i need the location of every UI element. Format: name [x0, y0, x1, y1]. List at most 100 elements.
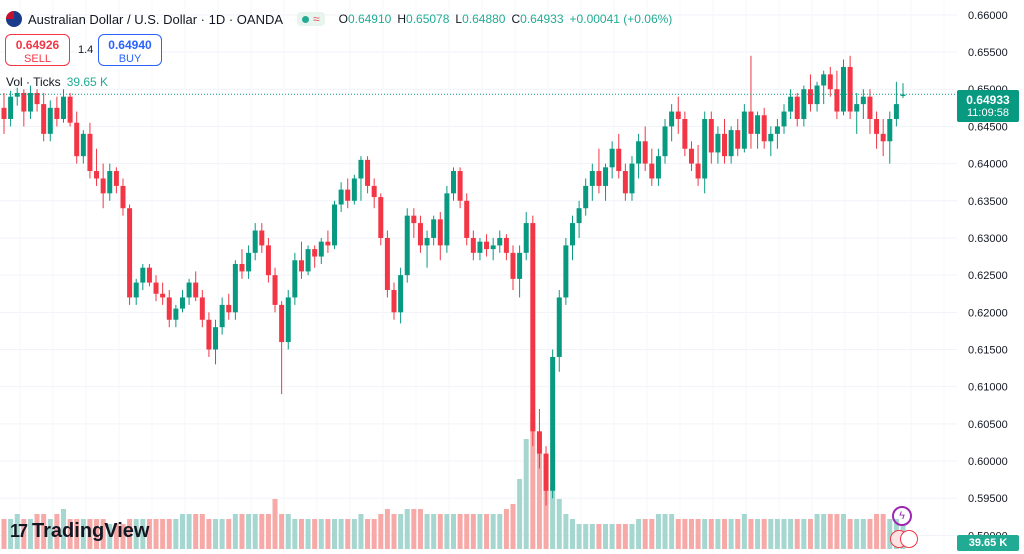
- volume-bar: [338, 519, 344, 549]
- volume-bar: [417, 509, 423, 549]
- volume-bar: [127, 519, 133, 549]
- brand-name: TradingView: [32, 520, 150, 542]
- volume-bar: [629, 524, 635, 549]
- candle-body: [14, 92, 20, 97]
- volume-bar: [556, 499, 562, 549]
- high-value: 0.65078: [406, 12, 450, 26]
- candle-body: [1, 107, 7, 119]
- candle-body: [87, 133, 93, 172]
- volume-bar: [239, 514, 245, 549]
- volume-bar: [259, 514, 265, 549]
- volume-bar: [292, 519, 298, 549]
- price-tick-label: 0.63000: [968, 233, 1008, 245]
- volume-bar: [431, 514, 437, 549]
- volume-bar: [695, 519, 701, 549]
- volume-bar: [206, 519, 212, 549]
- volume-bar: [312, 519, 318, 549]
- volume-bar: [305, 519, 311, 549]
- volume-bar: [193, 514, 199, 549]
- symbol-title[interactable]: Australian Dollar / U.S. Dollar · 1D · O…: [28, 11, 284, 27]
- volume-bar: [107, 524, 113, 549]
- low-value: 0.64880: [462, 12, 506, 26]
- candle-body: [497, 237, 503, 246]
- volume-bar: [774, 519, 780, 549]
- candle-body: [569, 223, 575, 246]
- sell-label: SELL: [24, 53, 51, 65]
- candle-body: [345, 189, 351, 201]
- candlesticks: [1, 55, 906, 506]
- sell-price: 0.64926: [15, 38, 60, 52]
- volume-bar: [649, 519, 655, 549]
- candle-body: [173, 308, 179, 320]
- volume-bar: [252, 514, 258, 549]
- market-open-dot-icon: [302, 15, 310, 23]
- candle-body: [325, 241, 331, 246]
- volume-bar: [616, 524, 622, 549]
- candle-body: [27, 92, 33, 112]
- candle-body: [774, 126, 780, 134]
- us-flag-icon[interactable]: [890, 528, 920, 548]
- candle-body: [662, 126, 668, 157]
- volume-bar: [265, 514, 271, 549]
- volume-bar: [874, 514, 880, 549]
- chart-header: Australian Dollar / U.S. Dollar · 1D · O…: [6, 10, 672, 28]
- buy-button[interactable]: 0.64940 BUY: [98, 34, 162, 66]
- candle-body: [292, 260, 298, 298]
- volume-bar: [880, 514, 886, 549]
- volume-bar: [232, 514, 238, 549]
- volume-bar: [484, 514, 490, 549]
- volume-bar: [444, 514, 450, 549]
- volume-bar: [80, 519, 86, 549]
- candle-body: [431, 219, 437, 238]
- volume-bar: [113, 524, 119, 549]
- volume-bars: [1, 414, 906, 549]
- price-tick-label: 0.63500: [968, 196, 1008, 208]
- candle-body: [232, 263, 238, 313]
- volume-bar: [821, 514, 827, 549]
- candle-body: [642, 141, 648, 164]
- lightning-icon[interactable]: ϟ: [892, 506, 912, 526]
- candle-body: [834, 89, 840, 112]
- candle-body: [279, 304, 285, 343]
- candle-body: [41, 104, 47, 134]
- candle-body: [636, 141, 642, 164]
- volume-bar: [477, 514, 483, 549]
- market-status[interactable]: ≈: [297, 12, 325, 26]
- candle-body: [206, 319, 212, 350]
- candle-body: [788, 96, 794, 112]
- candle-body: [391, 290, 397, 313]
- candle-body: [583, 185, 589, 209]
- volume-bar: [596, 524, 602, 549]
- volume-bar: [715, 519, 721, 549]
- volume-bar: [490, 514, 496, 549]
- candle-body: [768, 133, 774, 142]
- volume-bar: [867, 519, 873, 549]
- sell-button[interactable]: 0.64926 SELL: [5, 34, 70, 66]
- volume-bar: [166, 519, 172, 549]
- candle-body: [536, 431, 542, 454]
- candle-body: [54, 107, 60, 119]
- candle-body: [34, 92, 40, 105]
- candle-body: [860, 96, 866, 105]
- candle-body: [21, 92, 27, 112]
- candle-body: [160, 293, 166, 298]
- volume-bar: [807, 519, 813, 549]
- candle-body: [444, 193, 450, 246]
- volume-bar: [246, 514, 252, 549]
- volume-bar: [543, 464, 549, 549]
- candle-body: [477, 241, 483, 253]
- candle-body: [622, 171, 628, 194]
- candle-body: [351, 178, 357, 201]
- volume-bar: [682, 519, 688, 549]
- volume-bar: [27, 519, 33, 549]
- candle-body: [854, 104, 860, 112]
- candle-body: [669, 111, 675, 127]
- volume-bar: [788, 519, 794, 549]
- candle-body: [827, 74, 833, 90]
- candle-body: [464, 200, 470, 238]
- candle-body: [213, 327, 219, 350]
- volume-legend[interactable]: Vol · Ticks 39.65 K: [6, 75, 108, 89]
- open-value: 0.64910: [347, 12, 392, 26]
- tradingview-logo[interactable]: 17 TradingView: [10, 520, 149, 543]
